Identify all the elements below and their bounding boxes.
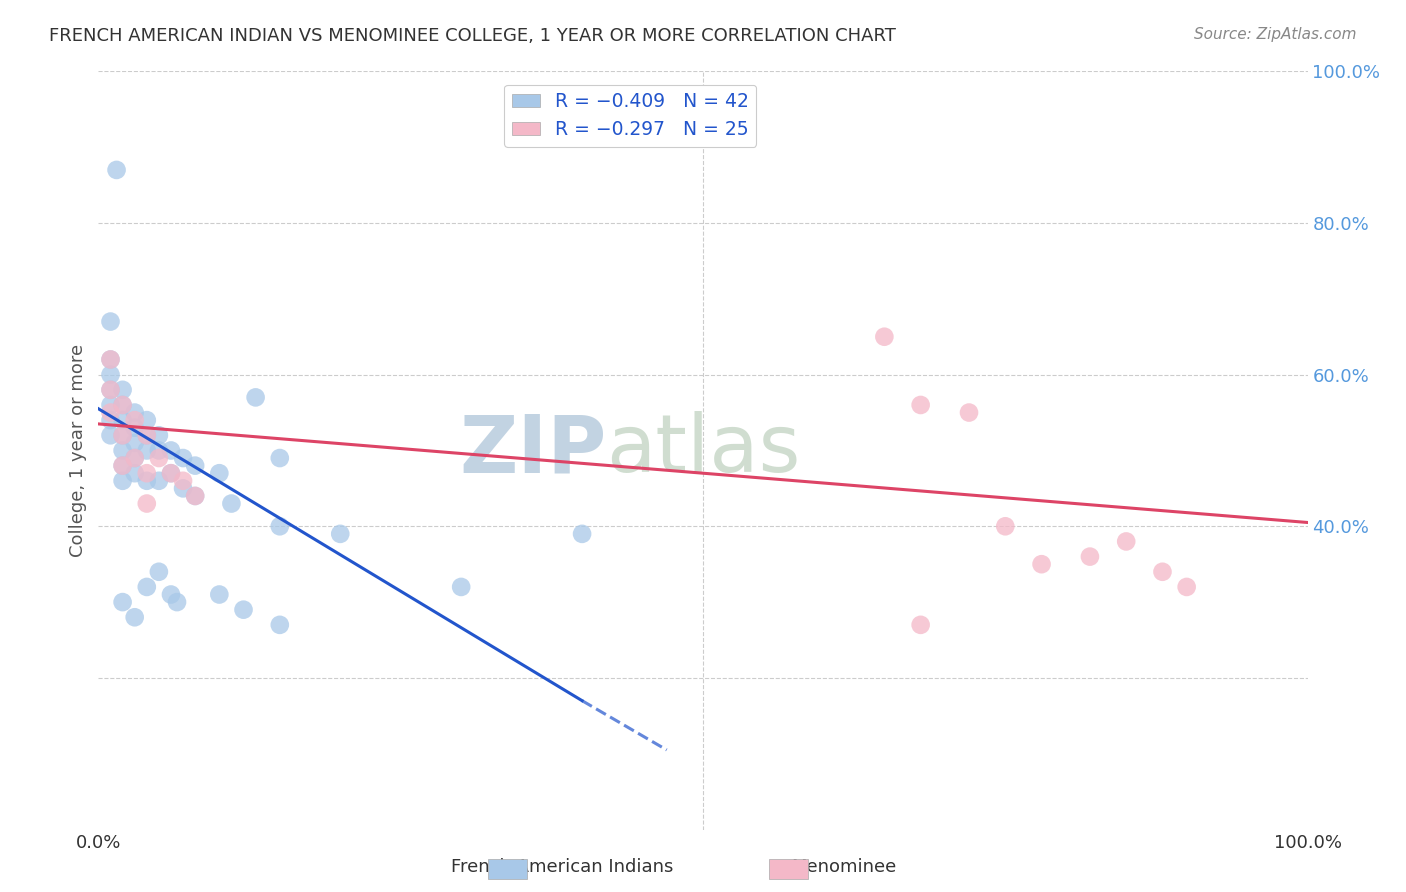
Point	[135, 467, 157, 481]
Y-axis label: College, 1 year or more: College, 1 year or more	[69, 344, 87, 557]
Point	[184, 489, 207, 503]
Point	[100, 368, 122, 382]
Point	[135, 428, 157, 442]
Point	[873, 330, 896, 344]
Point	[100, 383, 122, 397]
Point	[148, 474, 170, 488]
Point	[148, 565, 170, 579]
Point	[111, 398, 134, 412]
Point	[100, 413, 122, 427]
Point	[111, 443, 134, 458]
Point	[269, 451, 291, 466]
Point	[105, 163, 128, 178]
Point	[111, 398, 134, 412]
Point	[269, 519, 291, 533]
Point	[111, 383, 134, 397]
Point	[148, 451, 170, 466]
Point	[160, 467, 183, 481]
Point	[111, 428, 134, 442]
Point	[100, 314, 122, 328]
Point	[148, 443, 170, 458]
Point	[100, 352, 122, 367]
Point	[1078, 549, 1101, 564]
Point	[124, 451, 146, 466]
Point	[124, 467, 146, 481]
Point	[208, 467, 231, 481]
Text: ZIP: ZIP	[458, 411, 606, 490]
Point	[124, 610, 146, 624]
Point	[166, 595, 188, 609]
Point	[135, 443, 157, 458]
Point	[329, 526, 352, 541]
Point	[111, 474, 134, 488]
Point	[208, 588, 231, 602]
Text: Source: ZipAtlas.com: Source: ZipAtlas.com	[1194, 27, 1357, 42]
Point	[172, 482, 194, 496]
Point	[232, 603, 254, 617]
Text: FRENCH AMERICAN INDIAN VS MENOMINEE COLLEGE, 1 YEAR OR MORE CORRELATION CHART: FRENCH AMERICAN INDIAN VS MENOMINEE COLL…	[49, 27, 896, 45]
Point	[910, 617, 932, 632]
Point	[135, 428, 157, 442]
Point	[450, 580, 472, 594]
Point	[111, 428, 134, 442]
Point	[100, 352, 122, 367]
Point	[160, 443, 183, 458]
Point	[184, 458, 207, 473]
Point	[160, 467, 183, 481]
Point	[1152, 565, 1174, 579]
Point	[135, 413, 157, 427]
Text: Menominee: Menominee	[792, 858, 896, 876]
Point	[172, 451, 194, 466]
Point	[100, 398, 122, 412]
Point	[124, 413, 146, 427]
Point	[269, 617, 291, 632]
Point	[135, 496, 157, 510]
Point	[245, 391, 267, 405]
Point	[135, 580, 157, 594]
Point	[135, 474, 157, 488]
Point	[124, 405, 146, 420]
Point	[111, 458, 134, 473]
Point	[124, 451, 146, 466]
Point	[111, 458, 134, 473]
Text: French American Indians: French American Indians	[451, 858, 673, 876]
Point	[1115, 534, 1137, 549]
Point	[100, 405, 122, 420]
Point	[221, 496, 243, 510]
Point	[184, 489, 207, 503]
Point	[148, 428, 170, 442]
Point	[1175, 580, 1198, 594]
Point	[1031, 557, 1053, 572]
Point	[111, 413, 134, 427]
Point	[571, 526, 593, 541]
Point	[957, 405, 980, 420]
Point	[100, 428, 122, 442]
Point	[100, 383, 122, 397]
Point	[124, 436, 146, 450]
Point	[124, 421, 146, 435]
Point	[910, 398, 932, 412]
Point	[111, 595, 134, 609]
Point	[172, 474, 194, 488]
Point	[160, 588, 183, 602]
Legend: R = −0.409   N = 42, R = −0.297   N = 25: R = −0.409 N = 42, R = −0.297 N = 25	[505, 85, 756, 147]
Text: atlas: atlas	[606, 411, 800, 490]
Point	[994, 519, 1017, 533]
